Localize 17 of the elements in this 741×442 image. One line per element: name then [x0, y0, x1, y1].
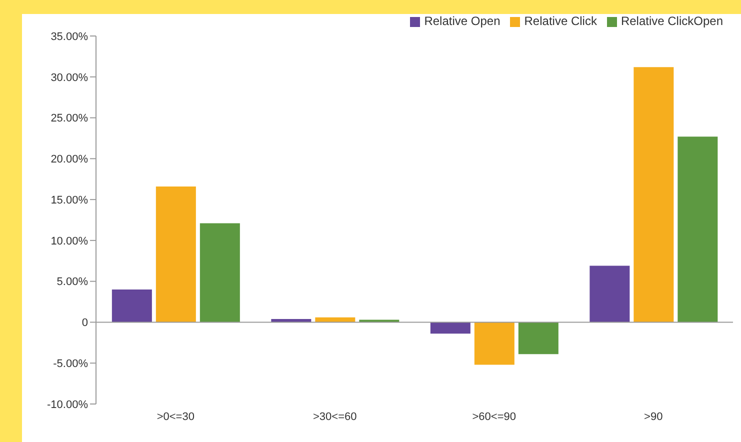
x-tick-label: >90 — [644, 410, 663, 423]
x-tick-label: >30<=60 — [313, 410, 357, 423]
legend-label: Relative ClickOpen — [620, 14, 723, 28]
y-tick-label: 15.00% — [50, 194, 88, 206]
y-tick-label: 30.00% — [50, 72, 88, 84]
y-tick-label: 5.00% — [56, 276, 88, 288]
y-tick-label: -5.00% — [53, 358, 88, 370]
y-tick-label: 10.00% — [50, 235, 88, 248]
y-tick-label: -10.00% — [47, 398, 88, 411]
legend-label: Relative Open — [424, 14, 500, 28]
x-tick-label: >0<=30 — [156, 410, 194, 423]
legend-label: Relative Click — [524, 14, 597, 28]
y-tick-label: 25.00% — [50, 112, 88, 125]
y-tick-label: 20.00% — [50, 154, 88, 166]
x-tick-label: >60<=90 — [472, 410, 516, 423]
y-tick-label: 0 — [82, 317, 88, 330]
y-tick-label: 35.00% — [50, 30, 88, 43]
